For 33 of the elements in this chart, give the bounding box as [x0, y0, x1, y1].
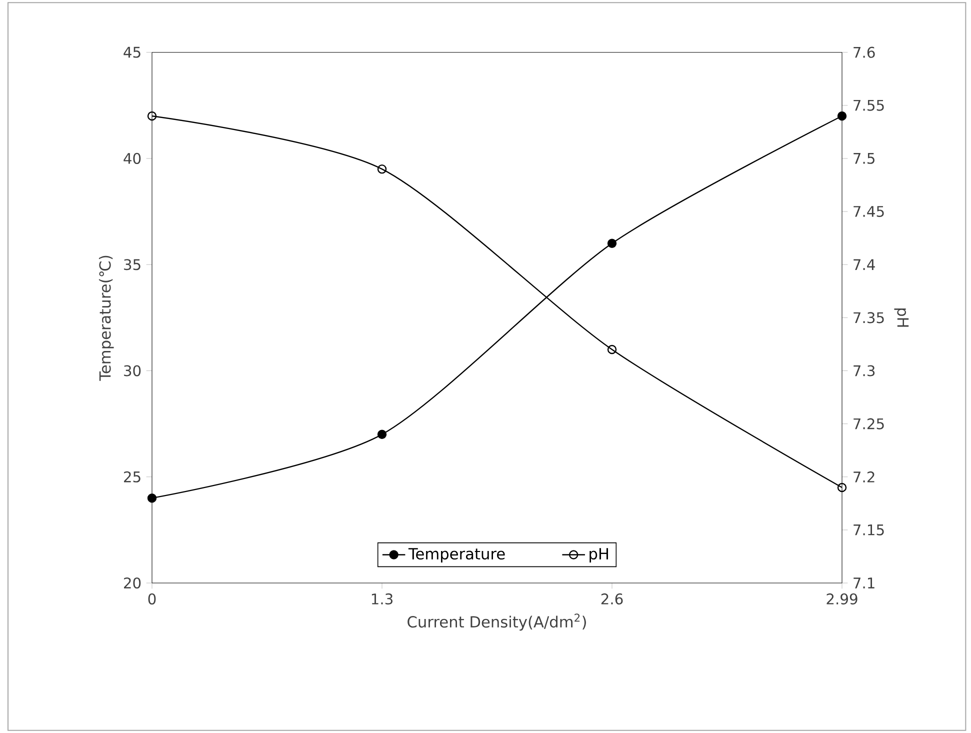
point	[377, 164, 387, 174]
point	[377, 430, 387, 440]
point	[607, 344, 617, 354]
y2-tick-label: 7.3	[854, 365, 875, 376]
y-tick-label: 45	[124, 46, 140, 58]
y2-tick-label: 7.4	[854, 259, 875, 270]
x-axis-title: Current Density(A/dm$^{2}$)	[408, 614, 586, 631]
y2-tick-label: 7.1	[854, 578, 874, 588]
point	[837, 482, 847, 492]
x-tick-label: 1.3	[372, 593, 392, 604]
y2-tick-label: 7.25	[854, 418, 884, 430]
y2-tick-label: 7.5	[854, 153, 874, 164]
y2-tick-label: 7.55	[854, 100, 884, 111]
y2-tick-label: 7.35	[854, 312, 884, 324]
x-tick-label: 2.99	[826, 593, 858, 604]
legend-label: Temperature	[408, 548, 505, 563]
y-tick-label: 25	[124, 471, 140, 482]
y-tick-label: 35	[124, 259, 140, 270]
x-tick-label: 0	[148, 593, 156, 604]
y2-tick-label: 7.6	[854, 46, 875, 58]
point	[147, 493, 157, 503]
point	[607, 238, 617, 248]
y-tick-label: 20	[124, 577, 141, 589]
y-tick-label: 40	[124, 152, 141, 164]
y-tick-label: 30	[124, 365, 141, 376]
x-tick-label: 2.6	[601, 593, 623, 604]
y2-axis-title: pH	[894, 308, 909, 327]
point	[147, 111, 157, 121]
y2-tick-label: 7.45	[854, 206, 884, 217]
y-axis-title: Temperature(℃)	[98, 256, 114, 381]
y2-tick-label: 7.2	[854, 471, 874, 482]
y2-tick-label: 7.15	[854, 524, 884, 536]
legend-label: pH	[590, 548, 608, 563]
